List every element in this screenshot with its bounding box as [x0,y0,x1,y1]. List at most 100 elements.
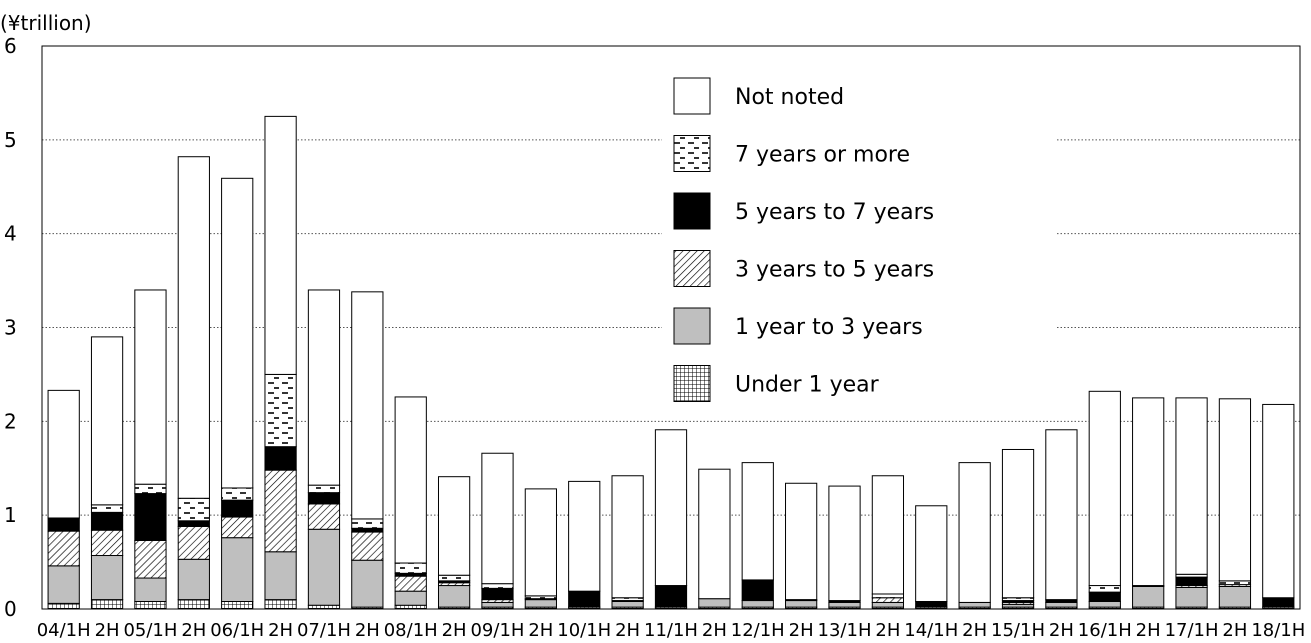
bar-segment [395,605,426,609]
x-tick-label: 2H [268,620,293,641]
bar-segment [699,469,730,598]
bar-segment [872,476,903,594]
bar-segment [222,517,253,538]
bar-segment [135,494,166,541]
legend-label: Under 1 year [735,373,880,398]
bar-segment [916,506,947,602]
bar-segment [308,504,339,529]
bar-segment [525,489,556,596]
x-tick-label: 2H [181,620,206,641]
legend-swatch [674,366,710,402]
bar-segment [742,601,773,608]
bar-segment [829,486,860,600]
bar-segment [91,530,122,555]
bar-segment [438,477,469,576]
x-tick-label: 11/1H [644,620,698,641]
bar-segment [1176,577,1207,585]
bar-segment [265,470,296,552]
bar-segment [1219,586,1250,607]
x-tick-label: 16/1H [1078,620,1132,641]
bar-segment [916,601,947,607]
bar-segment [352,528,383,532]
bar-segment [655,430,686,586]
x-tick-label: 15/1H [991,620,1045,641]
bar-segment [395,563,426,573]
bar-segment [135,601,166,609]
bar-segment [48,390,79,518]
bar-segment [308,290,339,485]
bar-segment [308,605,339,609]
bar-segment [352,292,383,519]
bar-segment [265,552,296,600]
x-tick-label: 12/1H [731,620,785,641]
bar-segment [135,541,166,579]
bar-segment [178,526,209,559]
x-tick-label: 2H [1222,620,1247,641]
x-tick-label: 13/1H [818,620,872,641]
legend-swatch [674,251,710,287]
x-axis-ticks: 04/1H 2H 05/1H 2H 06/1H 2H 07/1H 2H 08/1H 2H 09/1H… [37,620,1306,641]
x-tick-label: 2H [962,620,987,641]
bar-segment [482,584,513,589]
x-tick-label: 2H [95,620,120,641]
x-tick-label: 10/1H [557,620,611,641]
bar-segment [352,560,383,607]
bar-segment [612,476,643,598]
y-tick-label: 1 [4,503,17,527]
legend-background [662,66,1057,416]
bar-segment [1263,598,1294,607]
bar-segment [91,337,122,505]
y-tick-label: 2 [4,409,17,433]
bar-segment [742,463,773,580]
bar-segment [1089,586,1120,593]
x-tick-label: 06/1H [210,620,264,641]
bar-segment [178,600,209,609]
x-tick-label: 2H [528,620,553,641]
bar-segment [178,559,209,599]
bar-segment [352,519,383,528]
x-tick-label: 2H [1049,620,1074,641]
x-tick-label: 07/1H [297,620,351,641]
bar-segment [308,529,339,605]
bar-segment [872,594,903,598]
bar-segment [1133,398,1164,586]
bar-segment [1002,449,1033,597]
bar-segment [872,598,903,603]
bar-segment [222,538,253,602]
y-axis-unit-label: (¥trillion) [0,11,92,35]
x-tick-label: 04/1H [37,620,91,641]
bar-segment [265,447,296,470]
bar-segment [222,500,253,517]
x-tick-label: 18/1H [1251,620,1305,641]
legend-swatch [674,193,710,229]
bar-segment [612,601,643,607]
bar-segment [525,600,556,608]
bar-segment [786,483,817,599]
bar-segment [352,532,383,560]
bar-segment [48,518,79,531]
legend-mask [662,66,1057,416]
bar-segment [1089,601,1120,607]
bar-segment [569,591,600,607]
x-tick-label: 2H [702,620,727,641]
bar-segment [1176,398,1207,574]
bar-segment [48,603,79,609]
legend-swatch [674,136,710,172]
bar-segment [655,586,686,608]
bar-segment [395,591,426,605]
bar-segment [1046,430,1077,600]
bar-segment [569,481,600,591]
bar-segment [178,157,209,499]
bar-segment [135,578,166,601]
x-tick-label: 2H [789,620,814,641]
bar-segment [1046,602,1077,607]
bar-segment [265,116,296,374]
bar-segment [1219,399,1250,581]
bar-segment [1133,586,1164,607]
bar-segment [135,484,166,493]
y-tick-label: 4 [4,222,17,246]
bar-segment [308,485,339,493]
bar-segment [959,602,990,607]
bar-segment [91,556,122,600]
